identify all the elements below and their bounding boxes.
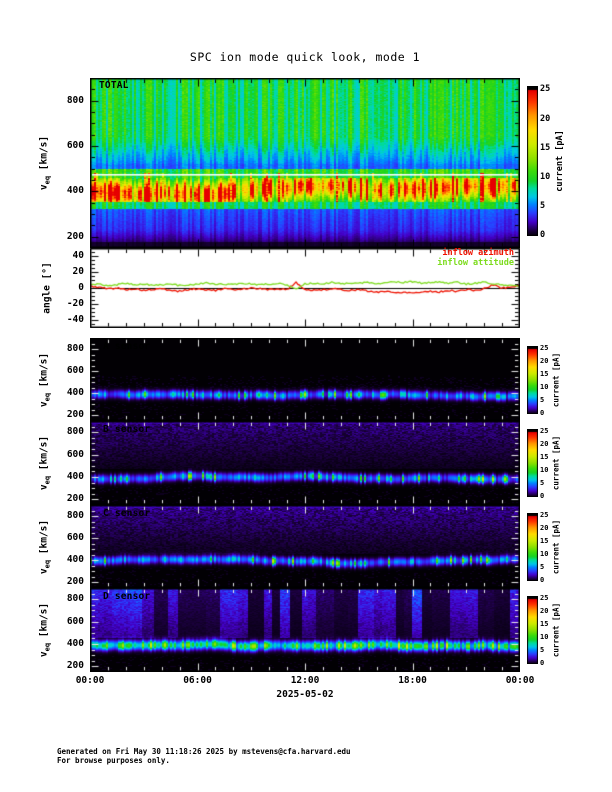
y-tick-label: 800 bbox=[66, 593, 84, 605]
y-tick-label: 800 bbox=[66, 343, 84, 355]
y-tick-label: 400 bbox=[66, 471, 84, 482]
total-panel-label: TOTAL bbox=[99, 80, 129, 91]
y-tick-label: 200 bbox=[66, 493, 84, 505]
colorbar-tick-label: 20 bbox=[540, 524, 549, 533]
sensor-c-spectrogram-canvas bbox=[90, 505, 520, 588]
colorbar-tick-label: 25 bbox=[540, 344, 549, 353]
colorbar-tick-label: 20 bbox=[540, 357, 549, 366]
x-tick-label: 00:00 bbox=[505, 675, 535, 686]
legend-inflow-azimuth: inflow azimuth bbox=[442, 248, 514, 258]
velocity-axis-label: veq [km/s] bbox=[38, 135, 52, 191]
sensor-a-spectrogram-canvas bbox=[90, 338, 520, 421]
colorbar-sensor-d bbox=[527, 596, 538, 664]
colorbar-tick-label: 0 bbox=[540, 659, 545, 668]
colorbar-tick-label: 0 bbox=[540, 230, 546, 241]
velocity-axis-label: veq [km/s] bbox=[38, 435, 52, 491]
colorbar-tick-label: 25 bbox=[540, 594, 549, 603]
sensor-d-panel-label: D sensor bbox=[103, 591, 151, 602]
velocity-axis-label: veq [km/s] bbox=[38, 352, 52, 407]
colorbar-unit-label: current [pA] bbox=[551, 602, 561, 658]
y-tick-label: 200 bbox=[66, 409, 84, 421]
total-spectrogram-canvas bbox=[90, 78, 520, 248]
colorbar-tick-label: 10 bbox=[540, 466, 549, 475]
sensor-c-panel-label: C sensor bbox=[103, 508, 151, 519]
sensor-d-spectrogram-canvas bbox=[90, 588, 520, 672]
y-tick-label: 800 bbox=[66, 426, 84, 438]
footer: Generated on Fri May 30 11:18:26 2025 by… bbox=[57, 747, 351, 765]
colorbar-tick-label: 10 bbox=[540, 172, 551, 183]
colorbar-unit-label: current [pA] bbox=[551, 352, 561, 408]
sensor-b-panel-label: B sensor bbox=[103, 424, 151, 435]
y-tick-label: 40 bbox=[72, 250, 84, 261]
colorbar-tick-label: 10 bbox=[540, 633, 549, 642]
footer-browse-line: For browse purposes only. bbox=[57, 756, 170, 765]
x-tick-label: 06:00 bbox=[183, 675, 212, 686]
date-label: 2025-05-02 bbox=[276, 689, 334, 700]
colorbar-sensor-a bbox=[527, 346, 538, 414]
colorbar-tick-label: 10 bbox=[540, 383, 549, 392]
colorbar-tick-label: 5 bbox=[540, 646, 545, 655]
colorbar-tick-label: 15 bbox=[540, 142, 551, 153]
y-tick-label: 200 bbox=[66, 576, 84, 588]
colorbar-tick-label: 25 bbox=[540, 427, 549, 436]
y-tick-label: -20 bbox=[66, 298, 84, 309]
colorbar-total bbox=[527, 86, 538, 236]
colorbar-tick-label: 20 bbox=[540, 113, 551, 124]
sensor-b-spectrogram-canvas bbox=[90, 421, 520, 505]
sensor-a-panel-label: A sensor bbox=[103, 341, 151, 352]
colorbar-tick-label: 5 bbox=[540, 201, 546, 212]
colorbar-tick-label: 5 bbox=[540, 479, 545, 488]
y-tick-label: 600 bbox=[66, 615, 84, 627]
colorbar-unit-label: current [pA] bbox=[555, 130, 565, 192]
x-tick-label: 18:00 bbox=[398, 675, 427, 686]
colorbar-tick-label: 20 bbox=[540, 440, 549, 449]
y-tick-label: 400 bbox=[66, 185, 84, 197]
page-title: SPC ion mode quick look, mode 1 bbox=[189, 50, 421, 64]
colorbar-tick-label: 5 bbox=[540, 563, 545, 572]
angle-plot-canvas bbox=[90, 248, 520, 328]
angle-legend: inflow azimuth inflow attitude bbox=[90, 248, 514, 268]
colorbar-sensor-c bbox=[527, 513, 538, 581]
y-tick-label: 800 bbox=[66, 94, 84, 106]
y-tick-label: 20 bbox=[72, 266, 84, 277]
colorbar-tick-label: 15 bbox=[540, 537, 549, 546]
colorbar-unit-label: current [pA] bbox=[551, 519, 561, 575]
y-tick-label: 600 bbox=[66, 140, 84, 151]
colorbar-tick-label: 5 bbox=[540, 396, 545, 405]
colorbar-sensor-b bbox=[527, 429, 538, 497]
colorbar-tick-label: 25 bbox=[540, 84, 551, 95]
footer-generated-line: Generated on Fri May 30 11:18:26 2025 by… bbox=[57, 747, 351, 756]
x-tick-label: 00:00 bbox=[75, 675, 105, 686]
colorbar-tick-label: 25 bbox=[540, 511, 549, 520]
colorbar-tick-label: 20 bbox=[540, 607, 549, 616]
velocity-axis-label: veq [km/s] bbox=[38, 519, 52, 574]
y-tick-label: 400 bbox=[66, 638, 84, 649]
colorbar-tick-label: 0 bbox=[540, 409, 545, 418]
x-tick-label: 12:00 bbox=[290, 675, 320, 686]
colorbar-tick-label: 0 bbox=[540, 576, 545, 585]
y-tick-label: 800 bbox=[66, 510, 84, 522]
y-tick-label: 400 bbox=[66, 387, 84, 399]
y-tick-label: 200 bbox=[66, 660, 84, 672]
y-tick-label: 200 bbox=[66, 230, 84, 242]
colorbar-tick-label: 15 bbox=[540, 620, 549, 629]
y-tick-label: 0 bbox=[78, 282, 84, 293]
legend-inflow-attitude: inflow attitude bbox=[437, 257, 514, 268]
colorbar-tick-label: 15 bbox=[540, 370, 549, 379]
y-tick-label: 400 bbox=[66, 554, 84, 566]
colorbar-tick-label: 15 bbox=[540, 453, 549, 462]
colorbar-tick-label: 10 bbox=[540, 550, 549, 559]
colorbar-tick-label: 0 bbox=[540, 492, 545, 501]
y-tick-label: 600 bbox=[66, 532, 84, 544]
y-tick-label: -40 bbox=[66, 314, 84, 325]
angle-axis-label: angle [°] bbox=[41, 262, 53, 314]
y-tick-label: 600 bbox=[66, 448, 84, 460]
colorbar-unit-label: current [pA] bbox=[551, 435, 561, 491]
velocity-axis-label: veq [km/s] bbox=[38, 602, 52, 658]
y-tick-label: 600 bbox=[66, 365, 84, 377]
